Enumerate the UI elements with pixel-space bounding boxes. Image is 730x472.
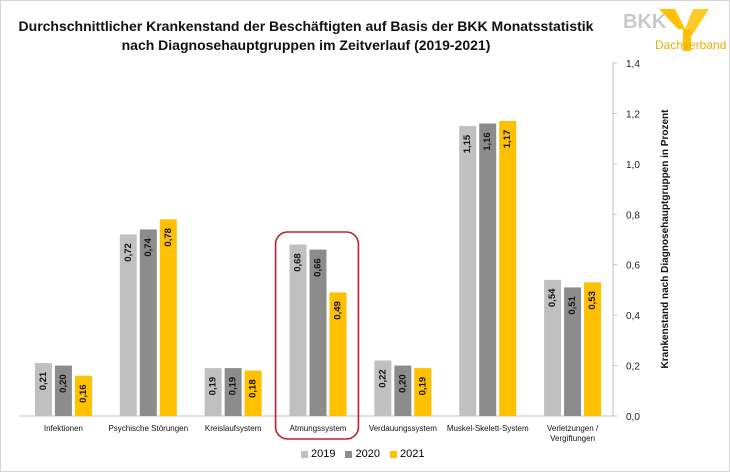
y-axis-title: Krankenstand nach Diagnosehauptgruppen i… [660,109,671,369]
chart-title-line-1: Durchschnittlicher Krankenstand der Besc… [18,18,594,34]
bar-2019 [34,363,52,416]
chart-legend: 2019 2020 2021 [301,448,424,460]
y-tick-label: 1,4 [626,59,640,70]
category-label: Psychische Störungen [108,424,188,433]
bar-2019 [459,126,477,417]
highlight-box [274,231,360,440]
y-tick-label: 0,6 [626,261,640,272]
y-tick-label: 1,0 [626,160,640,171]
chart-title-line-2: nach Diagnosehauptgruppen im Zeitverlauf… [121,37,491,53]
legend-swatch [301,450,308,458]
bar-2019 [204,368,222,416]
bar-value-label: 0,53 [587,291,598,310]
legend-label: 2019 [311,448,336,460]
bar-2021 [414,368,432,416]
category-label: Atmungssystem [290,424,347,433]
category-label: Infektionen [44,424,83,433]
bar-2020 [309,249,327,416]
bar-value-label: 0,21 [38,371,49,390]
legend-label: 2021 [399,448,425,460]
legend-label: 2020 [355,448,380,460]
category-label: Muskel-Skelett-System [447,424,529,433]
bar-value-label: 0,19 [208,377,219,396]
bar-2020 [224,368,242,416]
bar-2021 [74,375,92,416]
bkk-logo-mark [659,9,709,51]
y-tick-label: 1,2 [626,109,640,120]
y-tick-label: 0,4 [626,311,640,322]
category-label: Kreislaufsystem [205,424,262,433]
bar-value-label: 0,54 [547,288,558,307]
bar-2021 [499,120,517,416]
legend-item-2020: 2020 [345,448,380,460]
bar-value-label: 1,16 [482,132,493,151]
bar-value-label: 0,72 [123,243,134,262]
bar-2020 [139,229,157,416]
y-tick-label: 0,0 [626,412,640,423]
legend-swatch [345,450,353,458]
logo-subtext: Dachverband [655,38,727,52]
bar-2020 [564,287,582,416]
y-tick-label: 0,2 [626,362,640,373]
category-label: Verdauungssystem [369,424,437,433]
bar-2020 [479,123,497,416]
logo-text: BKK [623,11,667,33]
bar-value-label: 0,19 [417,377,428,396]
legend-swatch [389,450,397,458]
bar-2019 [289,244,307,416]
bar-2020 [394,365,412,416]
bar-value-label: 0,66 [313,258,324,277]
y-tick-label: 0,8 [626,210,640,221]
bar-value-label: 0,22 [377,369,388,388]
bar-value-label: 0,16 [78,384,89,403]
bar-value-label: 1,15 [462,134,473,153]
category-label: Verletzungen / Vergiftungen [547,424,599,443]
chart-title: Durchschnittlicher Krankenstand der Besc… [11,17,601,55]
bar-value-label: 0,18 [248,379,259,398]
legend-item-2019: 2019 [301,448,335,460]
bar-2020 [54,365,72,416]
legend-item-2021: 2021 [389,448,425,460]
bar-2019 [119,234,137,416]
bar-2021 [584,282,602,416]
bar-value-label: 0,68 [293,253,304,272]
bar-value-label: 0,19 [228,377,239,396]
bar-2019 [544,279,562,416]
bar-2021 [159,219,177,416]
bar-value-label: 0,20 [58,374,69,393]
bkk-logo: BKK Dachverband [623,7,727,59]
bar-value-label: 0,74 [143,237,154,256]
bar-2021 [244,370,262,416]
bar-value-label: 0,20 [397,374,408,393]
bar-value-label: 0,51 [567,295,578,314]
bar-2021 [329,292,347,416]
bar-value-label: 1,17 [502,130,513,149]
bar-2019 [374,360,392,416]
bar-value-label: 0,78 [163,228,174,247]
bar-value-label: 0,49 [333,301,344,320]
